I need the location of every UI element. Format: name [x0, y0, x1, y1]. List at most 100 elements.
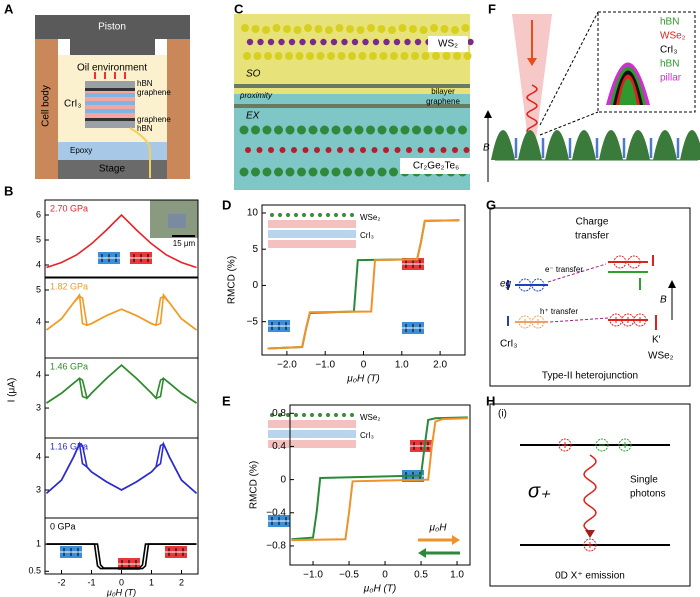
- shape: [285, 52, 293, 60]
- shape: [518, 278, 532, 292]
- shape: [419, 26, 428, 34]
- shape: [549, 317, 609, 323]
- series-line: [46, 364, 197, 404]
- shape: [297, 167, 306, 177]
- shape: [285, 125, 295, 135]
- y-tick-label: 4: [36, 259, 41, 269]
- shape: [326, 213, 330, 217]
- y-tick-label: 5: [36, 284, 41, 294]
- x-tick-label: 2: [179, 577, 184, 587]
- shape: [274, 167, 283, 177]
- shape: [633, 313, 647, 327]
- subplot-title: 0 GPa: [50, 521, 76, 531]
- x-tick-label: 0: [382, 570, 388, 581]
- shape: [251, 125, 260, 135]
- shape: [241, 24, 249, 32]
- shape: [446, 125, 456, 135]
- shape: [680, 130, 700, 160]
- x-tick-label: −2.0: [277, 360, 297, 371]
- shape: [308, 167, 318, 177]
- shape: [262, 125, 272, 135]
- shape: [234, 84, 470, 88]
- shape: [251, 25, 260, 33]
- shape: [327, 52, 335, 60]
- shape: [489, 403, 691, 587]
- shape: [334, 413, 338, 417]
- shape: [35, 15, 190, 39]
- x-tick-label: 0: [361, 360, 367, 371]
- label: h⁺ transfer: [540, 307, 578, 316]
- shape: [270, 413, 274, 417]
- label: (i): [498, 409, 507, 420]
- shape: [331, 167, 341, 177]
- label: bilayer: [431, 87, 455, 96]
- shape: [366, 125, 375, 135]
- shape: [527, 58, 537, 66]
- shape: [239, 125, 249, 135]
- shape: [35, 39, 58, 179]
- shape: [318, 213, 322, 217]
- legend-label: μ₀H: [429, 523, 448, 534]
- y-tick-label: 4: [36, 316, 41, 326]
- y-tick-label: 0: [252, 280, 258, 291]
- x-tick-label: 1: [149, 577, 154, 587]
- shape: [512, 14, 552, 140]
- label: hBN: [660, 17, 679, 28]
- shape: [458, 125, 467, 135]
- shape: [167, 39, 190, 179]
- y-tick-label: 4: [36, 451, 41, 461]
- shape: [491, 130, 515, 160]
- shape: [518, 130, 542, 160]
- label: SO: [246, 69, 261, 80]
- label: CrI₃: [660, 45, 677, 56]
- shape: [325, 26, 333, 34]
- shape: [668, 280, 676, 288]
- shape: [278, 38, 285, 46]
- y-tick-label: 1: [36, 538, 41, 548]
- shape: [400, 125, 410, 135]
- shape: [463, 147, 470, 153]
- shape: [442, 52, 451, 60]
- y-axis-label: RMCD (%): [249, 461, 260, 509]
- subplot-title: 1.46 GPa: [50, 361, 88, 371]
- y-tick-label: 3: [36, 402, 41, 412]
- shape: [390, 52, 398, 60]
- label: σ₊: [528, 480, 551, 502]
- y-tick-label: 0: [280, 474, 286, 485]
- shape: [272, 24, 281, 32]
- x-axis-label: μ₀H (T): [346, 374, 379, 385]
- series-line: [267, 219, 460, 350]
- shape: [627, 255, 641, 269]
- scale-bar-label: 15 μm: [173, 239, 196, 248]
- shape: [309, 38, 317, 46]
- shape: [348, 52, 356, 60]
- shape: [360, 147, 366, 153]
- shape: [388, 26, 396, 34]
- shape: [320, 167, 329, 177]
- shape: [256, 147, 263, 153]
- shape: [452, 147, 458, 153]
- subplot-title: 1.16 GPa: [50, 441, 88, 451]
- label: Epoxy: [70, 146, 92, 155]
- shape: [267, 38, 275, 46]
- shape: [389, 167, 398, 177]
- label: hBN: [137, 79, 153, 88]
- y-tick-label: 3: [36, 484, 41, 494]
- shape: [314, 147, 320, 153]
- shape: [268, 240, 356, 248]
- shape: [451, 26, 459, 34]
- label: WSe₂: [360, 413, 380, 422]
- label: photons: [630, 489, 666, 500]
- shape: [558, 438, 572, 452]
- y-tick-label: 5: [252, 244, 258, 255]
- shape: [58, 160, 167, 179]
- shape: [394, 147, 401, 153]
- label: K′: [652, 335, 661, 346]
- label: Cr₂Ge₂Te₆: [413, 161, 459, 172]
- x-tick-label: -1: [87, 577, 95, 587]
- shape: [85, 109, 135, 113]
- shape: [331, 125, 341, 135]
- shape: [168, 214, 186, 228]
- shape: [351, 38, 359, 46]
